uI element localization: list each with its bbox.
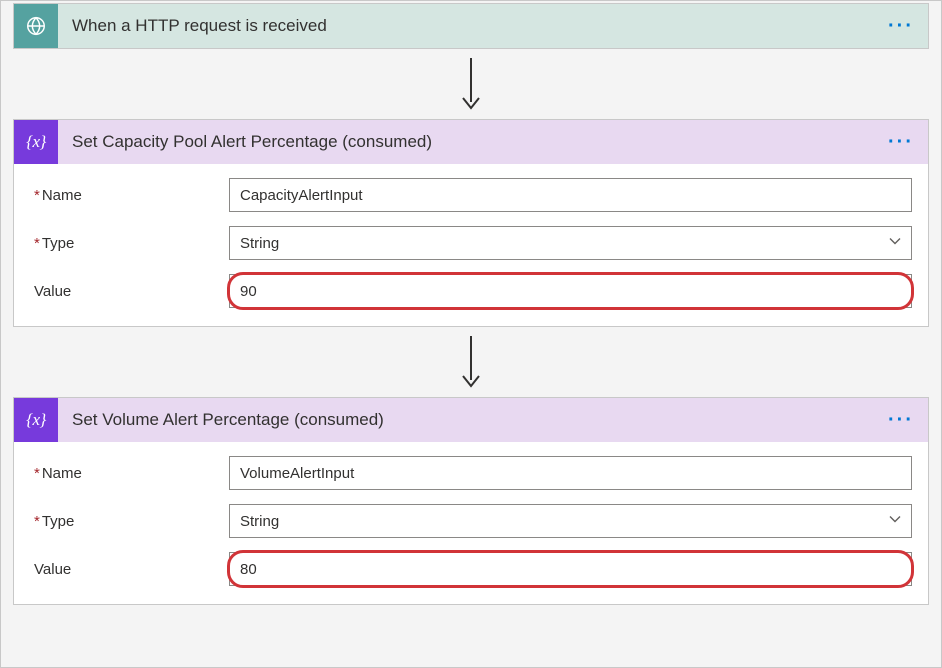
capacity-type-row: *Type — [34, 226, 912, 260]
trigger-menu-button[interactable]: ··· — [884, 21, 918, 31]
trigger-header[interactable]: When a HTTP request is received ··· — [14, 4, 928, 48]
connector-arrow — [1, 327, 941, 397]
label-text: Type — [42, 513, 75, 530]
set-capacity-body: *Name *Type Value — [14, 164, 928, 326]
trigger-title: When a HTTP request is received — [58, 16, 884, 36]
volume-name-row: *Name — [34, 456, 912, 490]
set-volume-step: {x} Set Volume Alert Percentage (consume… — [13, 397, 929, 605]
capacity-type-label: *Type — [34, 235, 229, 252]
trigger-step: When a HTTP request is received ··· — [13, 3, 929, 49]
connector-arrow — [1, 49, 941, 119]
set-volume-title: Set Volume Alert Percentage (consumed) — [58, 410, 884, 430]
capacity-name-label: *Name — [34, 187, 229, 204]
set-capacity-header[interactable]: {x} Set Capacity Pool Alert Percentage (… — [14, 120, 928, 164]
globe-http-icon — [14, 4, 58, 48]
volume-type-label: *Type — [34, 513, 229, 530]
set-capacity-menu-button[interactable]: ··· — [884, 137, 918, 147]
volume-name-label: *Name — [34, 465, 229, 482]
set-capacity-title: Set Capacity Pool Alert Percentage (cons… — [58, 132, 884, 152]
variable-icon: {x} — [14, 120, 58, 164]
volume-value-row: Value — [34, 552, 912, 586]
volume-name-input[interactable] — [229, 456, 912, 490]
set-capacity-step: {x} Set Capacity Pool Alert Percentage (… — [13, 119, 929, 327]
variable-icon: {x} — [14, 398, 58, 442]
capacity-type-select[interactable] — [229, 226, 912, 260]
label-text: Name — [42, 187, 82, 204]
set-volume-header[interactable]: {x} Set Volume Alert Percentage (consume… — [14, 398, 928, 442]
volume-type-row: *Type — [34, 504, 912, 538]
set-volume-body: *Name *Type Value — [14, 442, 928, 604]
set-volume-menu-button[interactable]: ··· — [884, 415, 918, 425]
volume-type-select[interactable] — [229, 504, 912, 538]
capacity-value-input[interactable] — [229, 274, 912, 308]
label-text: Name — [42, 465, 82, 482]
capacity-name-input[interactable] — [229, 178, 912, 212]
label-text: Type — [42, 235, 75, 252]
capacity-name-row: *Name — [34, 178, 912, 212]
volume-value-input[interactable] — [229, 552, 912, 586]
capacity-value-label: Value — [34, 283, 229, 300]
capacity-value-row: Value — [34, 274, 912, 308]
volume-value-label: Value — [34, 561, 229, 578]
designer-canvas: When a HTTP request is received ··· {x} … — [0, 0, 942, 668]
